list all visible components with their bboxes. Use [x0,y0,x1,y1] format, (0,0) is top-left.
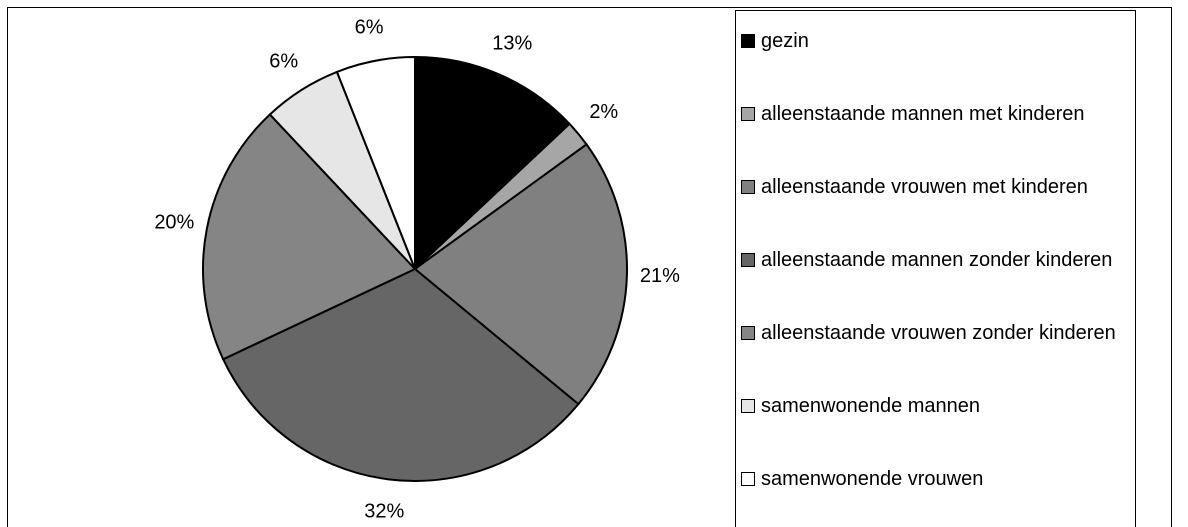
legend-entry: samenwonende vrouwen [741,466,1133,492]
data-label: 20% [154,211,194,233]
legend-entry: alleenstaande vrouwen met kinderen [741,174,1133,200]
pie-slice [413,142,628,406]
legend-frame [735,10,1136,527]
data-label: 6% [355,17,384,39]
pie-slice [202,113,417,361]
legend-label: alleenstaande vrouwen zonder kinderen [761,322,1116,344]
data-label: 21% [640,265,680,287]
legend-swatch [741,326,755,340]
legend-entry: samenwonende mannen [741,393,1133,419]
pie-slice [221,267,580,482]
legend-label: alleenstaande vrouwen met kinderen [761,176,1088,198]
legend-label: alleenstaande mannen zonder kinderen [761,249,1113,271]
legend-label: gezin [761,30,809,52]
legend-entry: alleenstaande mannen met kinderen [741,101,1133,127]
data-label: 6% [269,50,298,72]
legend-label: samenwonende vrouwen [761,468,984,490]
pie-slice [335,55,416,270]
legend-entry: alleenstaande vrouwen zonder kinderen [741,320,1133,346]
legend-swatch [741,107,755,121]
legend-swatch [741,472,755,486]
chart-frame [7,7,1172,527]
pie-slice [414,55,571,272]
legend-swatch [741,180,755,194]
legend-entry: alleenstaande mannen zonder kinderen [741,247,1133,273]
legend-swatch [741,399,755,413]
legend-swatch [741,34,755,48]
legend-entry: gezin [741,28,1133,54]
legend-label: alleenstaande mannen met kinderen [761,103,1085,125]
data-label: 13% [492,32,532,54]
legend-swatch [741,253,755,267]
legend-label: samenwonende mannen [761,395,981,417]
data-label: 32% [364,500,404,522]
data-label: 2% [589,101,618,123]
